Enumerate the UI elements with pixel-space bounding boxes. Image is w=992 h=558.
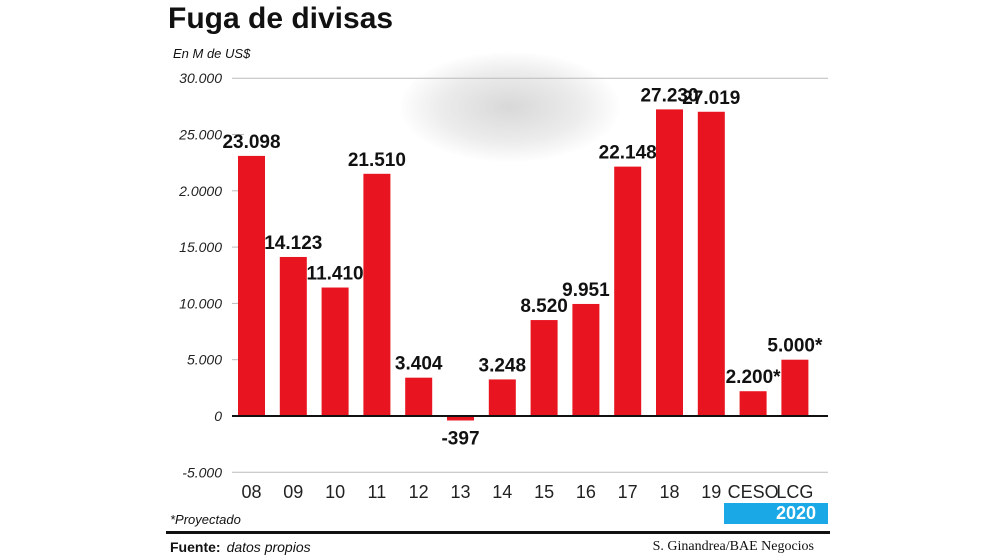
data-label: 27.019 [682,88,740,109]
y-tick-label: 10.000 [179,295,222,311]
bar [739,391,767,416]
x-tick-label: 09 [283,482,303,502]
y-tick-label: 5.000 [187,352,222,368]
year-badge: 2020 [724,503,828,524]
data-label: 22.148 [599,143,657,164]
x-tick-label: 11 [368,482,387,502]
bar [363,173,391,416]
data-label: 21.510 [348,150,406,171]
x-tick-label: 16 [576,482,596,502]
x-tick-label: 13 [450,482,470,502]
x-tick-label: CESO [728,482,779,502]
source-label: Fuente: [170,539,221,555]
source: Fuente: datos propios [170,539,311,555]
data-label: -397 [441,428,479,449]
money-photo [400,52,620,162]
x-tick-label: 08 [241,482,261,502]
x-tick-label: 17 [618,482,638,502]
y-tick-label: 2.0000 [178,183,222,199]
y-tick-label: 25.000 [178,127,222,143]
bar [447,416,474,421]
bar [279,256,307,416]
data-label: 3.404 [395,354,443,375]
data-label: 2.200* [726,367,782,388]
y-tick-label: 30.000 [179,70,222,86]
bar [530,320,558,416]
y-tick-label: 15.000 [179,239,222,255]
y-axis-unit: En M de US$ [173,46,251,61]
data-label: 8.520 [520,296,568,317]
x-tick-label: LCG [776,482,813,502]
bar [656,109,683,416]
data-label: 5.000* [767,336,823,357]
bar [572,303,600,416]
data-label: 27.230 [640,85,698,106]
footnote: *Proyectado [170,512,241,527]
x-tick-label: 18 [659,482,679,502]
data-label: 14.123 [264,233,322,254]
bar [238,155,265,417]
bar [488,379,516,416]
x-tick-label: 12 [409,482,429,502]
data-label: 3.248 [479,355,527,376]
source-text: datos propios [226,539,311,555]
y-tick-label: 0 [214,408,222,424]
x-tick-label: 14 [492,482,512,502]
bar [781,359,809,416]
credit: S. Ginandrea/BAE Negocios [652,539,814,554]
bar [405,377,433,416]
data-label: 23.098 [222,132,280,153]
data-label: 9.951 [562,280,610,301]
chart-title: Fuga de divisas [168,2,394,35]
x-tick-label: 15 [534,482,554,502]
y-tick-label: -5.000 [182,464,222,480]
bar [697,111,725,417]
bar [321,287,349,416]
divider [166,531,830,534]
x-tick-label: 10 [325,482,345,502]
bar [614,166,642,416]
x-tick-label: 19 [701,482,721,502]
data-label: 11.410 [307,264,364,285]
